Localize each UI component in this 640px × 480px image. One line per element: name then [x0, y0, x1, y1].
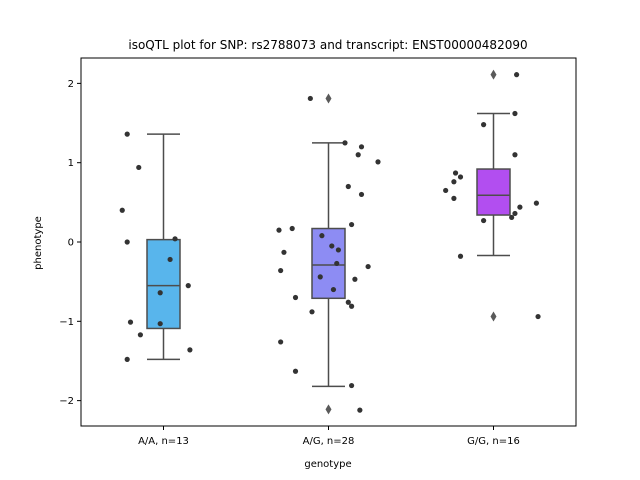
- data-point: [345, 183, 351, 190]
- y-tick-label: 1: [68, 158, 74, 169]
- data-point: [281, 249, 287, 255]
- data-point: [119, 207, 125, 213]
- x-tick-label: G/G, n=16: [467, 436, 520, 447]
- data-point: [329, 243, 335, 249]
- data-point: [535, 313, 541, 320]
- data-point: [276, 227, 282, 233]
- data-point: [187, 347, 193, 353]
- data-point: [349, 382, 355, 389]
- data-point: [278, 267, 284, 274]
- box: [146, 238, 181, 330]
- data-point: [157, 321, 163, 327]
- data-point: [457, 253, 464, 259]
- x-axis-label: genotype: [304, 459, 351, 470]
- data-point: [157, 290, 163, 296]
- outlier-marker: [490, 69, 497, 80]
- data-point: [124, 239, 130, 245]
- data-point: [512, 210, 518, 217]
- data-point: [452, 170, 459, 176]
- data-point: [451, 195, 457, 201]
- data-point: [319, 233, 325, 239]
- data-point: [352, 276, 358, 282]
- box-group-2: [311, 93, 346, 415]
- outlier-marker: [325, 404, 332, 415]
- data-point: [355, 152, 361, 158]
- data-point: [330, 286, 337, 293]
- data-point: [127, 319, 134, 325]
- outlier-marker: [325, 93, 332, 104]
- data-point: [533, 200, 540, 206]
- data-point: [289, 225, 295, 232]
- data-point: [517, 204, 523, 210]
- data-point: [167, 256, 173, 263]
- data-point: [136, 164, 142, 171]
- x-tick-label: A/A, n=13: [138, 436, 189, 447]
- box: [476, 168, 511, 216]
- data-point: [309, 309, 315, 315]
- data-point: [451, 179, 457, 185]
- data-point: [307, 95, 313, 102]
- x-tick-label: A/G, n=28: [303, 436, 355, 447]
- data-point: [443, 187, 449, 194]
- data-point: [334, 260, 340, 267]
- data-point: [349, 221, 355, 228]
- outlier-marker: [490, 311, 497, 322]
- data-point: [358, 144, 365, 150]
- data-point: [292, 294, 299, 301]
- data-point: [185, 283, 191, 289]
- data-point: [358, 191, 365, 198]
- data-point: [509, 214, 515, 221]
- data-point: [124, 356, 130, 362]
- chart-title: isoQTL plot for SNP: rs2788073 and trans…: [128, 38, 527, 52]
- data-point: [335, 247, 341, 253]
- plot-area: [119, 69, 541, 415]
- points-group-1: [119, 131, 193, 362]
- y-tick-label: 2: [68, 79, 74, 90]
- box: [311, 227, 346, 300]
- data-point: [124, 131, 130, 137]
- data-point: [278, 339, 284, 345]
- data-point: [481, 217, 487, 224]
- data-point: [345, 299, 351, 305]
- points-group-3: [443, 72, 541, 320]
- data-point: [512, 110, 518, 117]
- y-tick-label: 0: [68, 238, 74, 249]
- data-point: [317, 274, 323, 280]
- data-point: [457, 174, 464, 180]
- data-point: [481, 122, 487, 128]
- box-group-3: [476, 69, 511, 322]
- data-point: [375, 159, 381, 165]
- y-tick-label: −2: [59, 396, 74, 407]
- points-group-2: [276, 95, 381, 413]
- y-axis-label: phenotype: [33, 216, 44, 270]
- data-point: [292, 368, 299, 374]
- data-point: [512, 152, 518, 158]
- y-tick-label: −1: [59, 317, 74, 328]
- data-point: [172, 236, 178, 242]
- x-axis-ticks: A/A, n=13 A/G, n=28 G/G, n=16: [138, 426, 520, 447]
- data-point: [514, 72, 520, 78]
- data-point: [365, 263, 371, 270]
- y-axis-ticks: −2 −1 0 1 2: [59, 79, 81, 407]
- data-point: [349, 303, 355, 309]
- data-point: [357, 407, 363, 413]
- box-group-1: [146, 133, 181, 361]
- data-point: [342, 140, 348, 146]
- data-point: [137, 332, 143, 338]
